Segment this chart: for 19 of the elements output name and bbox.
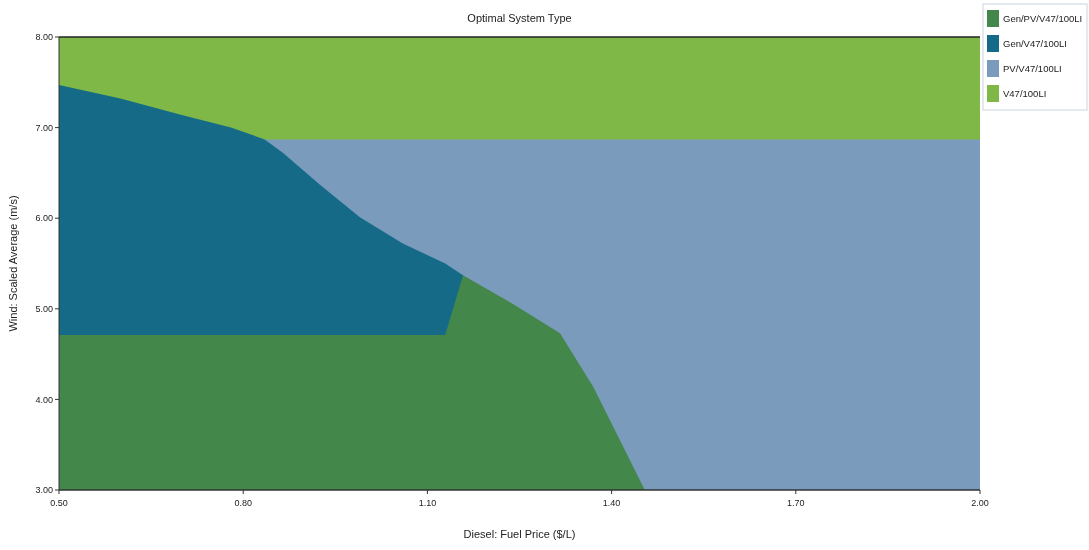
y-tick-label: 3.00 [35,485,53,496]
legend-label: PV/V47/100LI [1003,63,1062,75]
legend-label: V47/100LI [1003,88,1047,100]
legend-label: Gen/V47/100LI [1003,38,1067,50]
y-tick-label: 4.00 [35,394,53,405]
y-tick-label: 6.00 [35,213,53,224]
y-tick-label: 8.00 [35,32,53,43]
x-axis-title: Diesel: Fuel Price ($/L) [463,528,576,540]
x-tick-label: 2.00 [971,498,989,508]
chart-title: Optimal System Type [467,12,572,24]
x-tick-label: 1.10 [418,498,437,508]
y-tick-label: 7.00 [35,122,53,133]
x-tick-label: 0.80 [234,498,252,508]
y-axis-title: Wind: Scaled Average (m/s) [7,195,19,332]
y-tick-label: 5.00 [35,303,53,314]
x-tick-label: 1.70 [787,498,805,508]
x-tick-label: 1.40 [602,498,621,508]
legend-label: Gen/PV/V47/100LI [1003,13,1083,25]
x-tick-label: 0.50 [50,498,68,508]
